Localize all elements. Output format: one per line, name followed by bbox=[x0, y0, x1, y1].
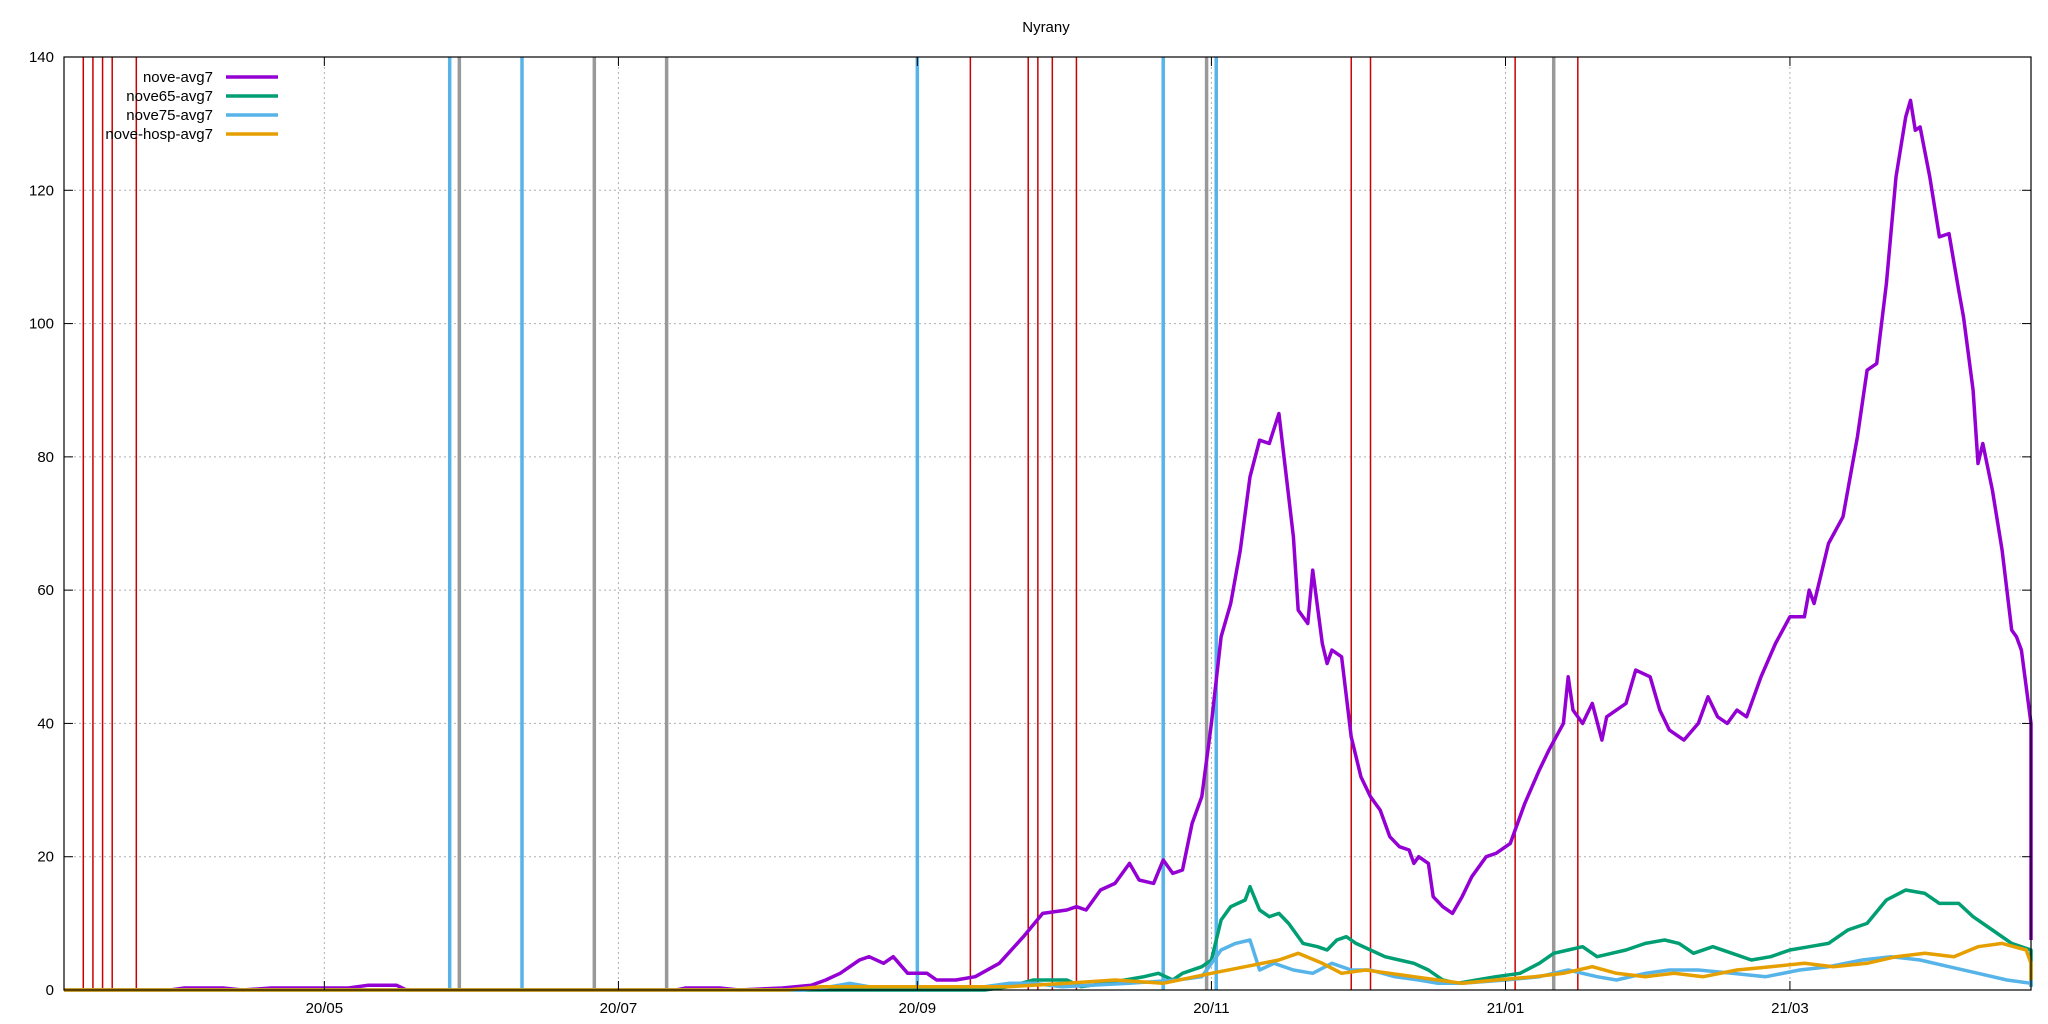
chart-title: Nyrany bbox=[1022, 19, 1070, 36]
plot-frame bbox=[63, 56, 2032, 991]
y-tick-label: 80 bbox=[37, 449, 54, 466]
y-tick-label: 60 bbox=[37, 582, 54, 599]
x-tick-label: 20/05 bbox=[306, 1000, 344, 1017]
x-tick-label: 21/03 bbox=[1771, 1000, 1809, 1017]
series-line-nove-avg7 bbox=[64, 98, 2033, 992]
y-tick-label: 140 bbox=[29, 49, 54, 66]
series-line-nove-hosp-avg7 bbox=[64, 941, 2033, 992]
legend-label: nove65-avg7 bbox=[126, 88, 213, 105]
y-tick-label: 40 bbox=[37, 715, 54, 732]
series-lines bbox=[64, 98, 2033, 992]
axis-ticks: 0 20 40 60 80 100 120 140 20/05 20/07 20/09 20/11 21… bbox=[29, 49, 2031, 1017]
legend-label: nove-avg7 bbox=[143, 69, 213, 86]
x-tick-label: 20/11 bbox=[1193, 1000, 1229, 1017]
vertical-markers bbox=[82, 57, 1579, 990]
legend-label: nove-hosp-avg7 bbox=[105, 126, 213, 143]
y-tick-label: 0 bbox=[46, 982, 54, 999]
series-line-nove65-avg7 bbox=[64, 884, 2033, 992]
series-line-nove75-avg7 bbox=[64, 938, 2033, 992]
y-tick-label: 120 bbox=[29, 182, 54, 199]
y-tick-label: 20 bbox=[37, 849, 54, 866]
legend-label: nove75-avg7 bbox=[126, 107, 213, 124]
legend: nove-avg7 nove65-avg7 nove75-avg7 nove-hosp… bbox=[105, 69, 278, 143]
x-tick-label: 20/09 bbox=[899, 1000, 937, 1017]
x-tick-label: 21/01 bbox=[1487, 1000, 1525, 1017]
y-tick-label: 100 bbox=[29, 316, 54, 333]
x-tick-label: 20/07 bbox=[600, 1000, 638, 1017]
grid-lines bbox=[64, 57, 2031, 990]
